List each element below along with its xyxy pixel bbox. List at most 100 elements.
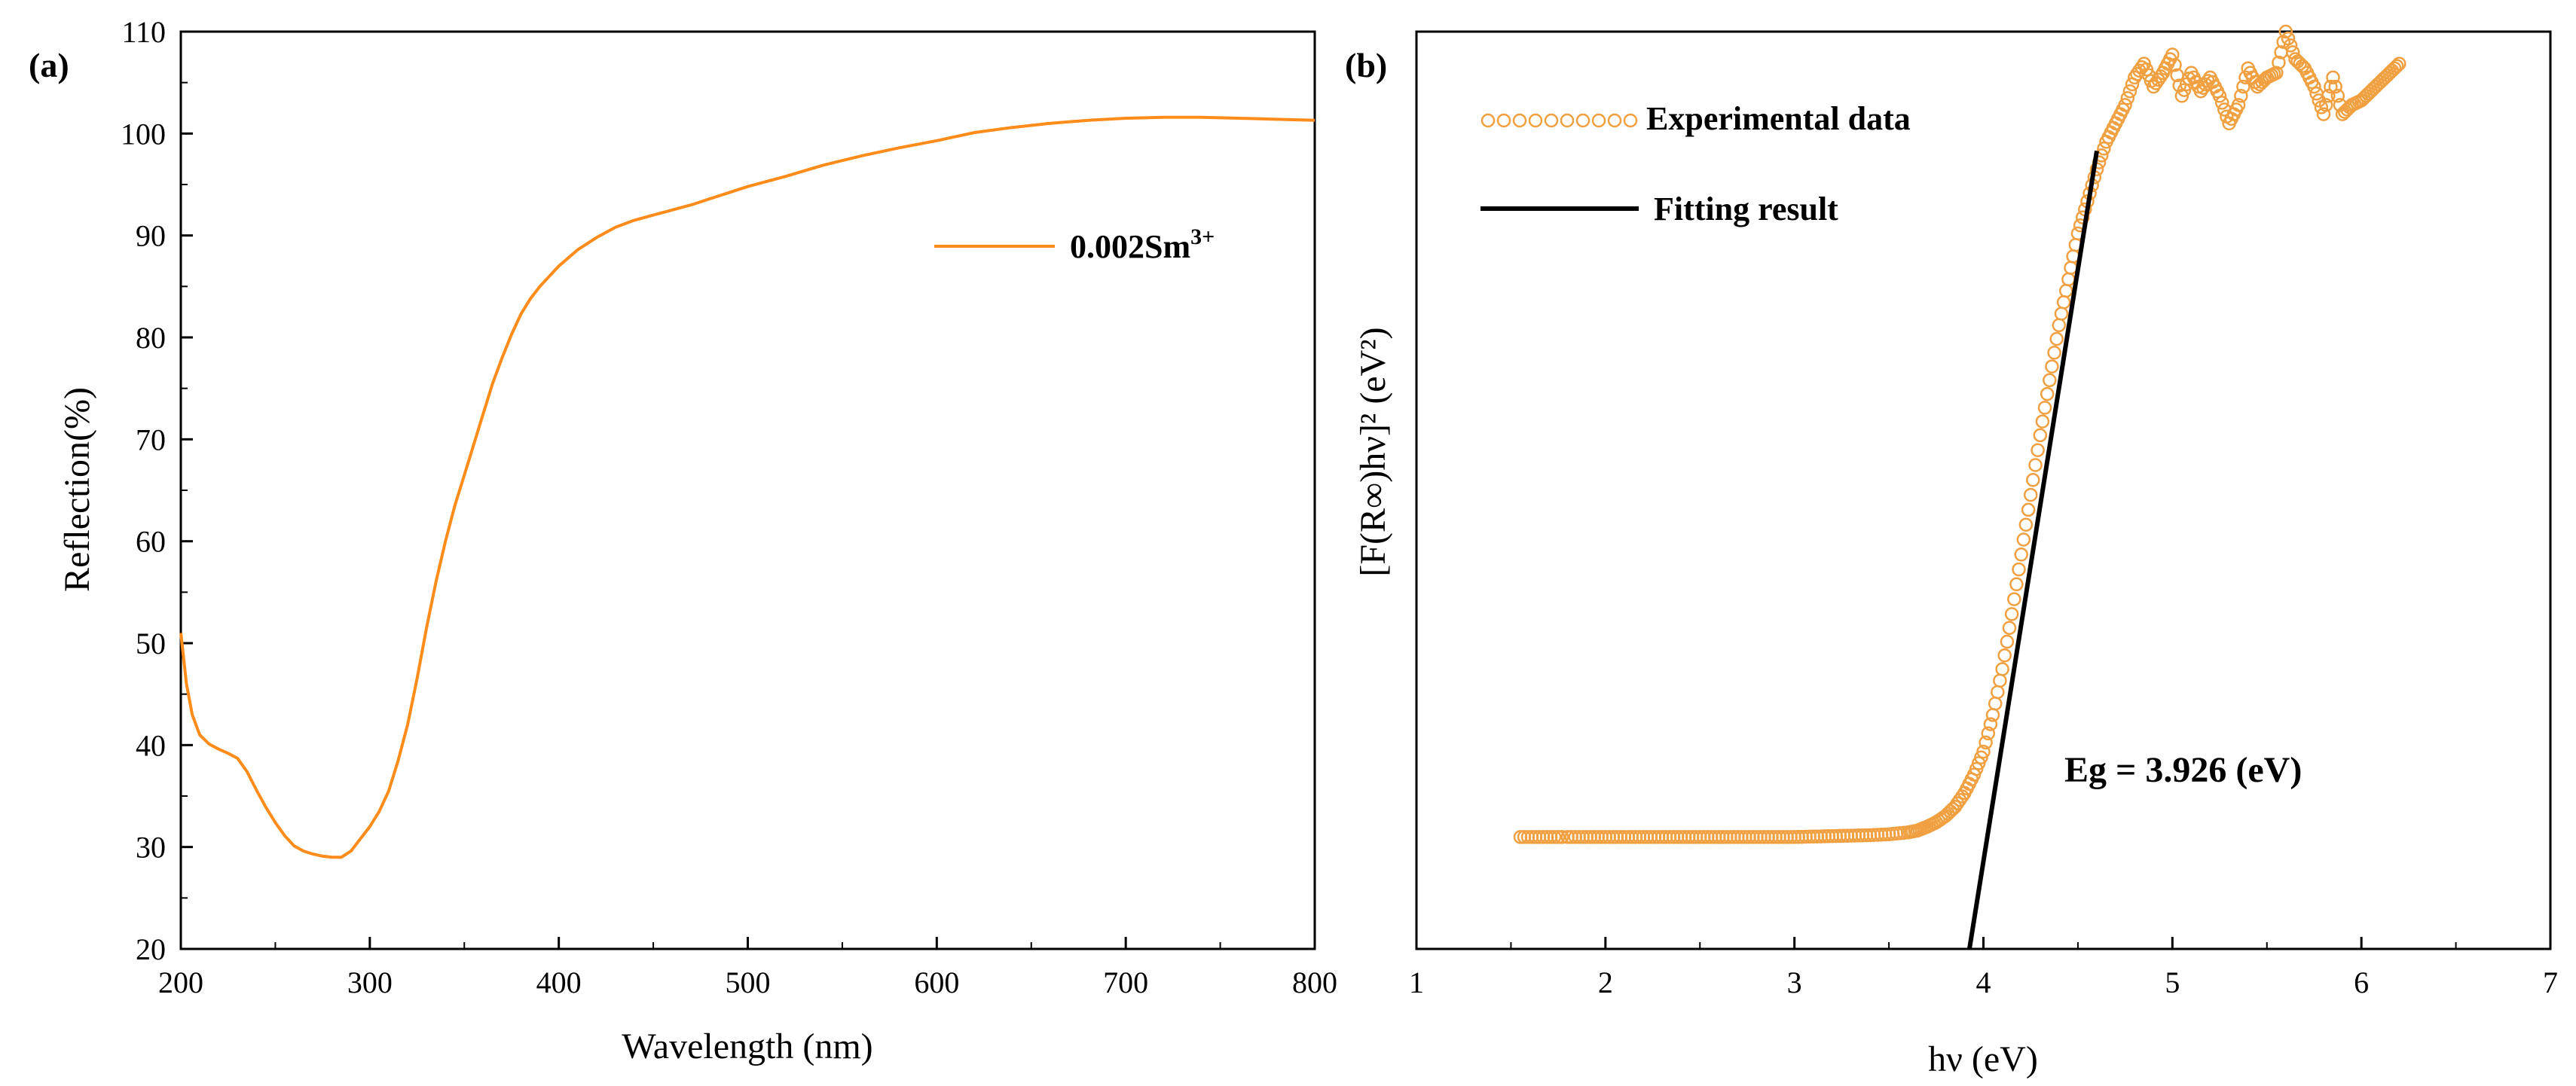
data-point — [1554, 830, 1569, 844]
data-point — [2328, 79, 2342, 94]
data-point — [2359, 89, 2373, 103]
data-point — [2389, 59, 2404, 73]
data-point — [2321, 89, 2336, 103]
data-point — [2023, 487, 2038, 502]
y-tick-label-a: 60 — [136, 525, 166, 559]
data-point — [2234, 89, 2248, 103]
data-point — [2269, 66, 2284, 81]
x-tick-label-b: 3 — [1787, 966, 1802, 999]
data-point — [2380, 68, 2394, 83]
legend-marker — [1575, 113, 1591, 128]
legend-marker — [1607, 113, 1622, 128]
legend-a: 0.002Sm3+ — [934, 224, 1215, 265]
data-point — [2385, 63, 2400, 78]
y-tick-label-a: 70 — [136, 423, 166, 456]
data-point — [1988, 696, 2003, 711]
data-point — [2016, 532, 2031, 547]
data-point — [2018, 517, 2034, 532]
data-point — [2153, 69, 2168, 84]
panel-label-a: (a) — [29, 46, 69, 84]
data-point — [2054, 307, 2069, 321]
data-point — [2000, 634, 2015, 649]
data-point — [2052, 318, 2067, 333]
data-point — [1995, 662, 2009, 676]
data-point — [2045, 359, 2059, 374]
legend-marker — [1528, 113, 1543, 128]
data-point — [2149, 76, 2163, 90]
data-point — [2326, 70, 2340, 85]
data-point — [1976, 744, 1991, 759]
x-tick-label-a: 700 — [1103, 966, 1148, 999]
x-tick-label-b: 1 — [1409, 966, 1424, 999]
legend-label-sample: 0.002Sm3+ — [1070, 224, 1215, 265]
reflection-series-line — [179, 115, 1316, 859]
data-point — [2012, 562, 2026, 577]
panel-label-b: (b) — [1345, 46, 1387, 84]
x-axis-title-b: hν (eV) — [1928, 1039, 2038, 1079]
legend-label-superscript: 3+ — [1190, 224, 1215, 249]
data-point — [2295, 59, 2310, 73]
data-point — [2043, 373, 2057, 388]
data-point — [1551, 830, 1566, 844]
axis-ticks-b — [1415, 937, 2552, 949]
data-point — [1993, 673, 2007, 688]
y-axis-title-b: [F(R∞)hν]² (eV²) — [1353, 327, 1393, 576]
data-point — [2392, 56, 2406, 71]
data-point — [2031, 443, 2045, 457]
plot-frame-a — [179, 30, 1316, 950]
data-point — [2075, 210, 2090, 224]
experimental-data-points — [1513, 24, 2406, 844]
data-point — [1948, 799, 1963, 814]
data-point — [2127, 70, 2142, 85]
data-point — [2014, 548, 2028, 562]
data-point — [2064, 261, 2078, 275]
data-point — [2318, 98, 2333, 112]
data-point — [2330, 89, 2345, 103]
x-tick-label-a: 800 — [1292, 966, 1337, 999]
data-point — [2168, 57, 2182, 72]
axis-ticks-a — [179, 30, 1316, 950]
data-point — [2097, 142, 2111, 156]
data-point — [2250, 79, 2265, 94]
x-tick-label-b: 5 — [2165, 966, 2180, 999]
plot-frame-b — [1415, 30, 2552, 950]
data-point — [2009, 577, 2024, 592]
data-point — [1952, 792, 1967, 807]
data-point — [2028, 458, 2043, 472]
data-point — [2122, 84, 2137, 99]
data-point — [2037, 401, 2052, 415]
data-point — [2007, 592, 2021, 606]
data-point — [2214, 96, 2229, 110]
data-point — [2026, 473, 2040, 487]
data-point — [2147, 79, 2161, 94]
legend-label-experimental: Experimental data — [1646, 100, 1911, 137]
y-tick-label-a: 80 — [136, 321, 166, 355]
data-point — [2120, 91, 2135, 105]
data-point — [2337, 105, 2352, 119]
legend-marker — [1481, 113, 1496, 128]
data-point — [2288, 52, 2303, 66]
data-point — [2212, 89, 2227, 103]
data-point — [2193, 84, 2208, 99]
legend-marker — [1544, 113, 1559, 128]
x-tick-label-a: 600 — [914, 966, 959, 999]
data-point — [2278, 24, 2293, 39]
data-point — [2236, 79, 2251, 94]
y-axis-title-a: Reflection(%) — [57, 387, 97, 592]
data-point — [1991, 685, 2005, 700]
data-point — [2056, 295, 2071, 310]
data-point — [1979, 735, 1993, 750]
data-point — [1950, 796, 1965, 810]
legend-label-fitting: Fitting result — [1654, 191, 1838, 227]
x-tick-label-a: 500 — [726, 966, 771, 999]
legend-label-main: 0.002Sm — [1070, 228, 1190, 265]
data-point — [2364, 84, 2378, 99]
data-point — [2151, 72, 2165, 87]
x-tick-label-a: 200 — [158, 966, 203, 999]
panel-a-reflection-chart: (a) 200 300 400 500 600 700 800 20 30 40 50 60 70 80 9… — [29, 15, 1337, 1066]
legend-b: Experimental data Fitting result — [1481, 100, 1911, 227]
data-point — [2231, 98, 2246, 112]
data-point — [2058, 283, 2073, 298]
data-point — [2272, 55, 2286, 70]
